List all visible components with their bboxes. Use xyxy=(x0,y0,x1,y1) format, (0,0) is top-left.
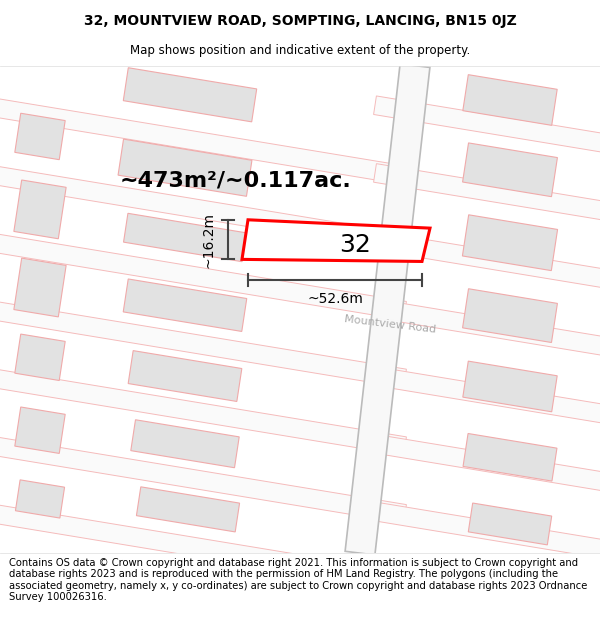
Polygon shape xyxy=(123,279,247,331)
Text: Mountview Road: Mountview Road xyxy=(344,314,436,334)
Polygon shape xyxy=(374,503,600,561)
Polygon shape xyxy=(136,487,239,532)
Polygon shape xyxy=(463,289,557,342)
Polygon shape xyxy=(469,503,551,545)
Polygon shape xyxy=(463,143,557,197)
Text: 32: 32 xyxy=(339,232,371,257)
Text: ~473m²/~0.117ac.: ~473m²/~0.117ac. xyxy=(119,170,351,190)
Polygon shape xyxy=(345,64,430,555)
Polygon shape xyxy=(0,434,406,523)
Polygon shape xyxy=(0,367,406,456)
Polygon shape xyxy=(16,480,65,518)
Polygon shape xyxy=(374,299,600,358)
Polygon shape xyxy=(463,215,557,271)
Polygon shape xyxy=(124,213,247,262)
Polygon shape xyxy=(463,434,557,481)
Polygon shape xyxy=(463,74,557,126)
Polygon shape xyxy=(463,361,557,412)
Polygon shape xyxy=(374,96,600,155)
Polygon shape xyxy=(0,231,406,320)
Polygon shape xyxy=(14,258,66,317)
Text: ~16.2m: ~16.2m xyxy=(201,212,215,268)
Polygon shape xyxy=(374,231,600,290)
Text: Contains OS data © Crown copyright and database right 2021. This information is : Contains OS data © Crown copyright and d… xyxy=(9,558,587,602)
Text: ~52.6m: ~52.6m xyxy=(307,292,363,306)
Polygon shape xyxy=(118,139,252,196)
Polygon shape xyxy=(15,113,65,159)
Polygon shape xyxy=(0,96,406,184)
Polygon shape xyxy=(0,299,406,388)
Polygon shape xyxy=(374,164,600,222)
Polygon shape xyxy=(0,503,406,591)
Polygon shape xyxy=(15,334,65,381)
Polygon shape xyxy=(0,164,406,252)
Polygon shape xyxy=(242,220,430,261)
Polygon shape xyxy=(15,407,65,453)
Polygon shape xyxy=(374,367,600,426)
Polygon shape xyxy=(128,351,242,401)
Polygon shape xyxy=(123,68,257,122)
Polygon shape xyxy=(131,420,239,468)
Polygon shape xyxy=(374,434,600,493)
Text: Map shows position and indicative extent of the property.: Map shows position and indicative extent… xyxy=(130,44,470,58)
Polygon shape xyxy=(14,180,66,239)
Text: 32, MOUNTVIEW ROAD, SOMPTING, LANCING, BN15 0JZ: 32, MOUNTVIEW ROAD, SOMPTING, LANCING, B… xyxy=(83,14,517,28)
